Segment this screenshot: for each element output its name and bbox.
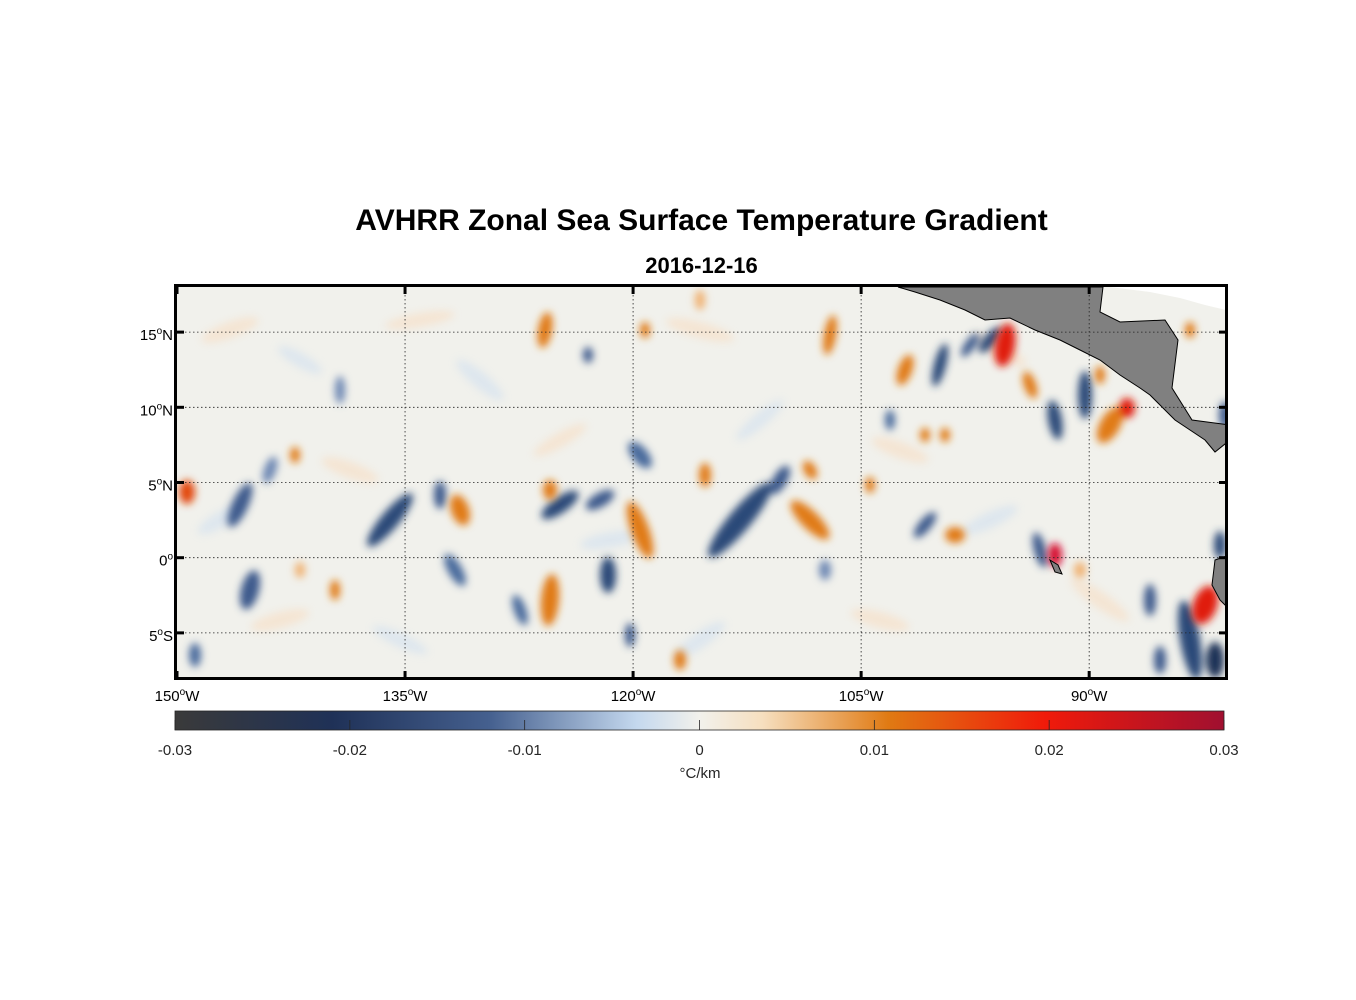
colorbar-tick-label: 0 [695,742,703,759]
colorbar-unit-label: °C/km [680,765,721,782]
map-frame [174,284,1228,680]
map-axis-labels: 150oW 135oW 120oW 105oW 90oW 15oN 10oN 5oN 0o 5oS [140,326,1108,705]
lon-tick-label: 135oW [383,687,429,705]
colorbar-tick-label: -0.01 [508,742,542,759]
positive-gradient-features [179,290,1219,670]
lon-tick-label: 90oW [1071,687,1108,705]
sst-gradient-field [177,287,1226,678]
lat-tick-label: 0o [159,552,173,570]
lat-tick-label: 15oN [140,326,173,344]
colorbar-tick-label: 0.02 [1035,742,1064,759]
colorbar-tick-label: 0.03 [1209,742,1238,759]
faint-field-texture [197,310,1130,659]
colorbar-ticks: -0.03 -0.02 -0.01 0 0.01 0.02 0.03 [158,720,1239,759]
lon-tick-label: 105oW [839,687,885,705]
map-subtitle: 2016-12-16 [645,253,758,278]
map-title: AVHRR Zonal Sea Surface Temperature Grad… [355,204,1048,237]
lat-tick-label: 5oN [148,477,173,495]
lat-tick-label: 5oS [149,627,173,645]
colorbar-tick-label: 0.01 [860,742,889,759]
colorbar-tick-label: -0.02 [333,742,367,759]
lon-tick-label: 120oW [611,687,657,705]
colorbar-tick-label: -0.03 [158,742,192,759]
lon-tick-label: 150oW [155,687,201,705]
negative-gradient-features [189,327,1226,678]
lat-tick-label: 10oN [140,401,173,419]
